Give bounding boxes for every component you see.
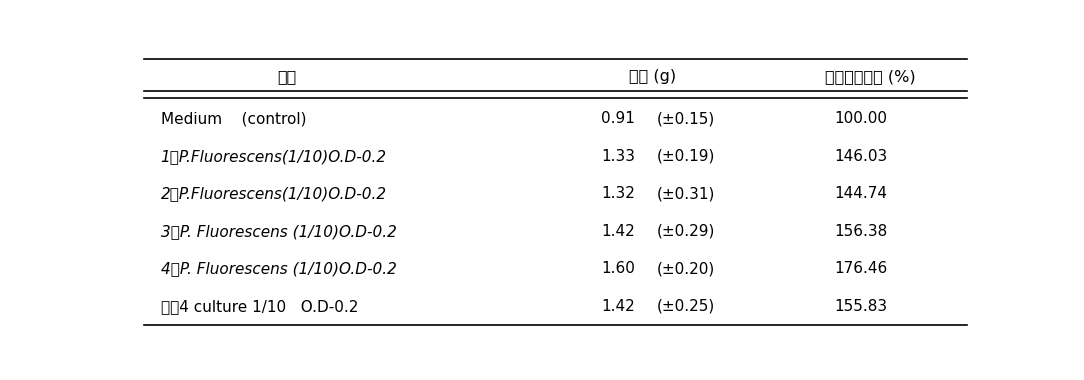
Text: 156.38: 156.38 <box>835 224 888 239</box>
Text: 144.74: 144.74 <box>835 186 888 201</box>
Text: 146.03: 146.03 <box>835 149 888 164</box>
Text: 176.46: 176.46 <box>835 261 888 276</box>
Text: 1.32: 1.32 <box>602 186 635 201</box>
Text: Medium    (control): Medium (control) <box>160 111 306 127</box>
Text: 처리: 처리 <box>278 69 296 84</box>
Text: 생육촉진효과 (%): 생육촉진효과 (%) <box>825 69 916 84</box>
Text: 1.42: 1.42 <box>602 299 635 314</box>
Text: 1.60: 1.60 <box>602 261 635 276</box>
Text: 1．P.Fluorescens(1/10)O.D-0.2: 1．P.Fluorescens(1/10)O.D-0.2 <box>160 149 387 164</box>
Text: (±0.19): (±0.19) <box>656 149 714 164</box>
Text: 155.83: 155.83 <box>835 299 888 314</box>
Text: 100.00: 100.00 <box>835 111 888 127</box>
Text: 2．P.Fluorescens(1/10)O.D-0.2: 2．P.Fluorescens(1/10)O.D-0.2 <box>160 186 387 201</box>
Text: 4．P. Fluorescens (1/10)O.D-0.2: 4．P. Fluorescens (1/10)O.D-0.2 <box>160 261 397 276</box>
Text: 여주4 culture 1/10   O.D-0.2: 여주4 culture 1/10 O.D-0.2 <box>160 299 358 314</box>
Text: (±0.15): (±0.15) <box>656 111 714 127</box>
Text: (±0.29): (±0.29) <box>656 224 714 239</box>
Text: (±0.20): (±0.20) <box>656 261 714 276</box>
Text: 0.91: 0.91 <box>602 111 635 127</box>
Text: 1.33: 1.33 <box>602 149 635 164</box>
Text: (±0.31): (±0.31) <box>656 186 714 201</box>
Text: (±0.25): (±0.25) <box>656 299 714 314</box>
Text: 1.42: 1.42 <box>602 224 635 239</box>
Text: 중량 (g): 중량 (g) <box>629 69 675 84</box>
Text: 3．P. Fluorescens (1/10)O.D-0.2: 3．P. Fluorescens (1/10)O.D-0.2 <box>160 224 397 239</box>
